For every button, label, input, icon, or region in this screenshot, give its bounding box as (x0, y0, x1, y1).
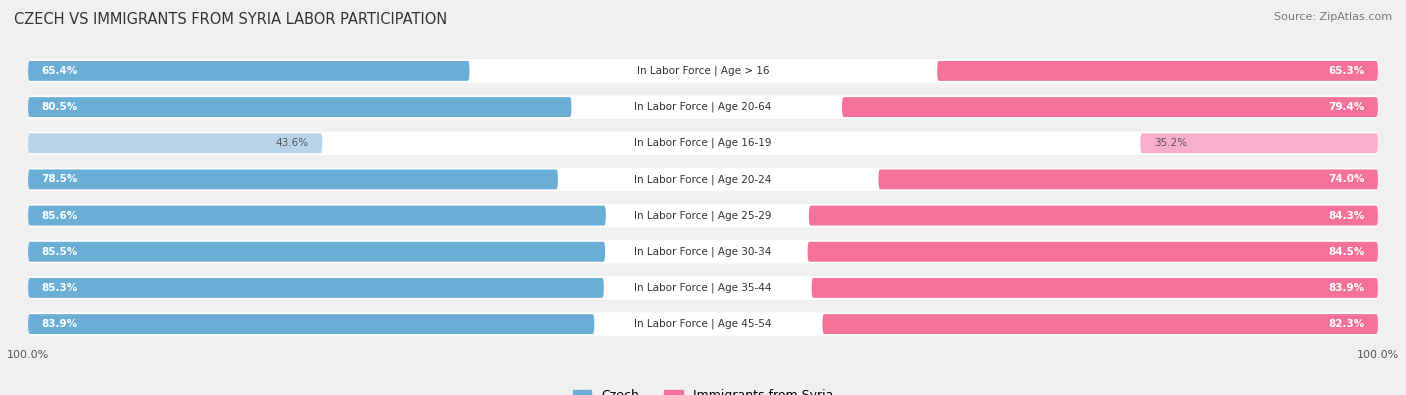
FancyBboxPatch shape (807, 242, 1378, 262)
FancyBboxPatch shape (28, 314, 595, 334)
Text: In Labor Force | Age 25-29: In Labor Force | Age 25-29 (634, 210, 772, 221)
Text: In Labor Force | Age 16-19: In Labor Force | Age 16-19 (634, 138, 772, 149)
Text: In Labor Force | Age 20-64: In Labor Force | Age 20-64 (634, 102, 772, 112)
Text: 79.4%: 79.4% (1329, 102, 1364, 112)
Text: In Labor Force | Age 45-54: In Labor Force | Age 45-54 (634, 319, 772, 329)
FancyBboxPatch shape (28, 95, 1378, 119)
FancyBboxPatch shape (28, 132, 1378, 155)
FancyBboxPatch shape (808, 206, 1378, 226)
FancyBboxPatch shape (28, 97, 571, 117)
Text: In Labor Force | Age 20-24: In Labor Force | Age 20-24 (634, 174, 772, 185)
Text: In Labor Force | Age 30-34: In Labor Force | Age 30-34 (634, 246, 772, 257)
FancyBboxPatch shape (28, 204, 1378, 228)
FancyBboxPatch shape (28, 276, 1378, 300)
Text: 82.3%: 82.3% (1329, 319, 1364, 329)
FancyBboxPatch shape (879, 169, 1378, 189)
Text: 80.5%: 80.5% (42, 102, 77, 112)
Text: 85.6%: 85.6% (42, 211, 77, 220)
FancyBboxPatch shape (28, 59, 1378, 83)
Text: 78.5%: 78.5% (42, 175, 77, 184)
Text: 85.3%: 85.3% (42, 283, 77, 293)
Legend: Czech, Immigrants from Syria: Czech, Immigrants from Syria (568, 384, 838, 395)
FancyBboxPatch shape (28, 169, 558, 189)
Text: 43.6%: 43.6% (276, 138, 309, 148)
Text: In Labor Force | Age 35-44: In Labor Force | Age 35-44 (634, 283, 772, 293)
Text: Source: ZipAtlas.com: Source: ZipAtlas.com (1274, 12, 1392, 22)
FancyBboxPatch shape (28, 61, 470, 81)
Text: 83.9%: 83.9% (42, 319, 77, 329)
FancyBboxPatch shape (28, 133, 322, 153)
Text: 84.5%: 84.5% (1329, 247, 1364, 257)
FancyBboxPatch shape (1140, 133, 1378, 153)
FancyBboxPatch shape (811, 278, 1378, 298)
FancyBboxPatch shape (28, 167, 1378, 191)
FancyBboxPatch shape (938, 61, 1378, 81)
FancyBboxPatch shape (842, 97, 1378, 117)
Text: 35.2%: 35.2% (1154, 138, 1187, 148)
Text: CZECH VS IMMIGRANTS FROM SYRIA LABOR PARTICIPATION: CZECH VS IMMIGRANTS FROM SYRIA LABOR PAR… (14, 12, 447, 27)
Text: In Labor Force | Age > 16: In Labor Force | Age > 16 (637, 66, 769, 76)
Text: 83.9%: 83.9% (1329, 283, 1364, 293)
Text: 65.3%: 65.3% (1329, 66, 1364, 76)
Text: 65.4%: 65.4% (42, 66, 77, 76)
FancyBboxPatch shape (28, 240, 1378, 263)
FancyBboxPatch shape (28, 242, 605, 262)
FancyBboxPatch shape (28, 278, 603, 298)
FancyBboxPatch shape (28, 206, 606, 226)
Text: 74.0%: 74.0% (1327, 175, 1364, 184)
Text: 85.5%: 85.5% (42, 247, 77, 257)
Text: 84.3%: 84.3% (1329, 211, 1364, 220)
FancyBboxPatch shape (823, 314, 1378, 334)
FancyBboxPatch shape (28, 312, 1378, 336)
